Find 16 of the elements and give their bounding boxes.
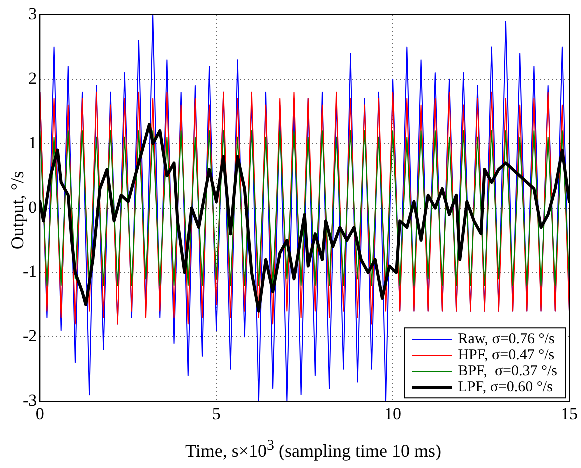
- legend-label: Raw, σ=0.76 °/s: [458, 332, 555, 348]
- x-tick-label: 10: [384, 404, 402, 424]
- y-axis-title: Output, °/s: [8, 171, 28, 250]
- x-tick-label: 15: [561, 404, 578, 424]
- x-tick-label: 5: [212, 404, 221, 424]
- x-axis-title: Time, s×10$^{3}$ (sampling time 10 ms): [184, 438, 442, 462]
- legend-label: BPF, σ=0.37 °/s: [458, 364, 558, 380]
- y-tick-label: -2: [22, 326, 38, 346]
- y-tick-label: 0: [28, 198, 38, 217]
- y-tick-label: -1: [22, 262, 38, 282]
- legend-label: LPF, σ=0.60 °/s: [458, 380, 554, 396]
- y-tick-label: 2: [28, 68, 38, 88]
- y-tick-label: 1: [28, 133, 38, 152]
- legend-label: HPF, σ=0.47 °/s: [458, 348, 555, 364]
- y-tick-label: -3: [22, 391, 38, 410]
- y-tick-label: 3: [28, 4, 38, 24]
